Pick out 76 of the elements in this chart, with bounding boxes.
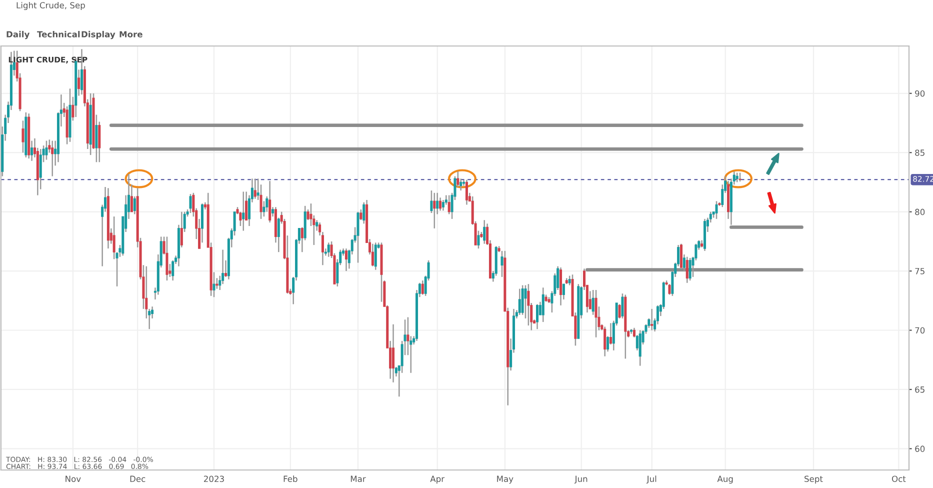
- x-tick-label: Oct: [892, 476, 906, 482]
- y-tick-label: 85: [915, 150, 924, 156]
- text: More: [120, 31, 142, 38]
- candlestick: [736, 172, 738, 183]
- candlestick: [45, 140, 48, 160]
- x-tick-label: Feb: [284, 476, 298, 482]
- candlestick: [344, 248, 348, 272]
- candlestick: [166, 236, 168, 282]
- candlestick: [327, 242, 330, 258]
- x-tick-label: Sept: [804, 476, 823, 484]
- candlestick: [668, 283, 671, 296]
- candlestick: [715, 200, 718, 220]
- candlestick: [374, 242, 377, 270]
- candlestick: [356, 211, 360, 264]
- candlestick: [442, 199, 444, 212]
- candlestick: [680, 243, 683, 268]
- candlestick: [500, 250, 504, 278]
- candlestick: [433, 192, 436, 230]
- candlestick: [568, 275, 571, 286]
- x-tick-label: Jul: [646, 476, 656, 484]
- candlestick: [51, 140, 54, 177]
- candlestick: [527, 283, 530, 326]
- candlestick: [592, 289, 594, 316]
- candlestick: [621, 292, 624, 320]
- text: Technical: [37, 30, 80, 38]
- candlestick: [650, 308, 654, 331]
- candlestick: [95, 114, 98, 163]
- candlestick: [521, 284, 524, 316]
- candlestick: [262, 200, 266, 218]
- x-tick-label: May: [497, 476, 514, 484]
- candlestick: [448, 194, 450, 215]
- candlestick: [360, 208, 362, 221]
- candlestick: [688, 257, 692, 282]
- x-tick-label: 2023: [204, 476, 224, 482]
- y-tick-label: 80: [915, 208, 925, 216]
- candlestick: [371, 243, 374, 267]
- x-tick-label: Nov: [66, 476, 81, 482]
- candlestick: [212, 272, 216, 298]
- y-tick-label: 90: [915, 90, 925, 97]
- candlestick: [483, 219, 486, 244]
- candlestick: [421, 280, 424, 296]
- candlestick: [200, 202, 204, 244]
- x-tick-label: Mar: [350, 476, 366, 482]
- text: Daily: [6, 30, 30, 40]
- candlestick: [172, 260, 174, 282]
- y-tick-label: 60: [915, 446, 925, 452]
- y-tick-label: 65: [915, 386, 924, 393]
- candlestick: [133, 196, 136, 215]
- candlestick: [536, 304, 539, 330]
- candlestick: [604, 326, 606, 357]
- candlestick: [268, 180, 272, 224]
- text: Display: [82, 30, 116, 40]
- candlestick: [594, 289, 598, 338]
- candlestick: [189, 193, 192, 214]
- candlestick: [22, 120, 24, 154]
- candlestick: [216, 278, 218, 290]
- candlestick: [242, 191, 245, 232]
- y-tick-label: 75: [915, 268, 924, 274]
- candlestick: [362, 202, 366, 224]
- candlestick: [98, 121, 101, 163]
- candlestick: [392, 324, 395, 383]
- x-tick-label: Aug: [717, 476, 733, 484]
- candlestick: [456, 170, 460, 188]
- candlestick: [477, 230, 480, 250]
- y-tick-label: 70: [915, 327, 925, 334]
- candlestick: [542, 286, 544, 323]
- candlestick: [638, 330, 642, 366]
- candlestick: [465, 179, 468, 206]
- candlestick: [518, 288, 521, 316]
- candlestick: [254, 178, 256, 200]
- text: Light Crude, Sep: [16, 2, 85, 10]
- x-tick-label: Jun: [574, 476, 588, 484]
- candlestick: [686, 256, 688, 284]
- x-tick-label: Apr: [430, 476, 445, 484]
- x-tick-label: Dec: [130, 476, 146, 482]
- candlestick: [439, 196, 442, 212]
